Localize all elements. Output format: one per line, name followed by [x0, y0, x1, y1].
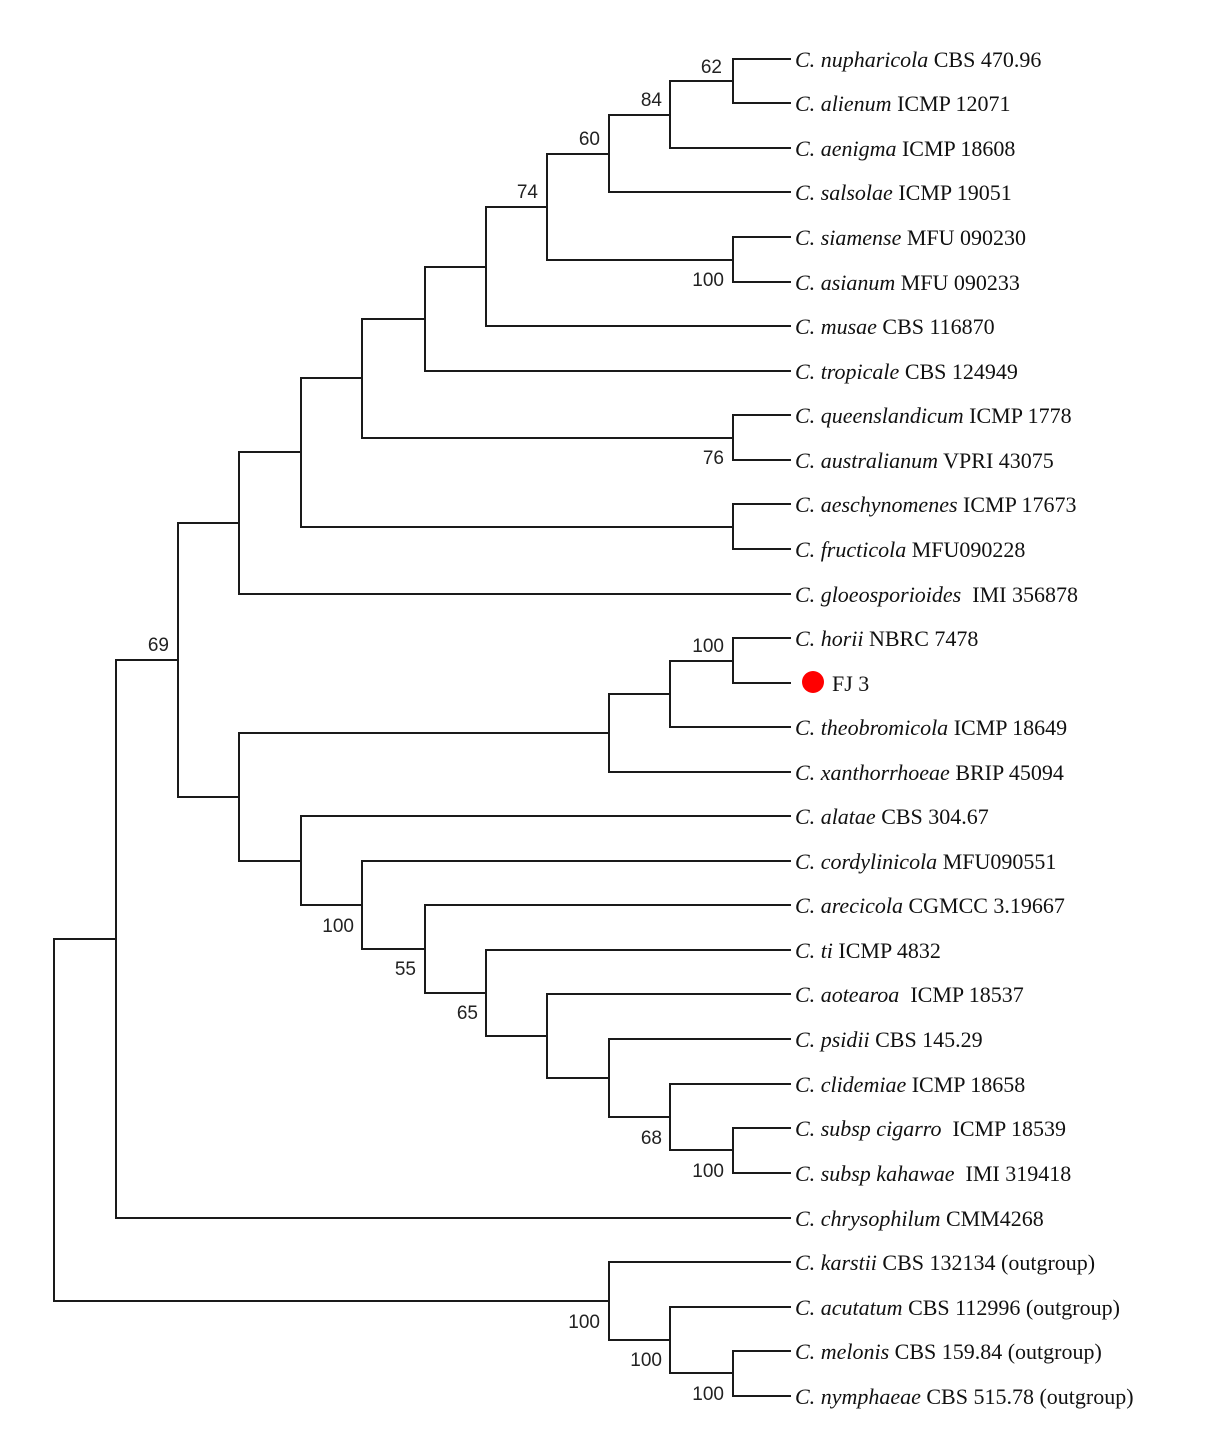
bootstrap-value: 100: [322, 916, 354, 937]
taxon-label: C. siamense MFU 090230: [795, 225, 1026, 250]
branch: [732, 236, 791, 283]
taxon-label: C. fructicola MFU090228: [795, 537, 1025, 562]
taxon-label: C. theobromicola ICMP 18649: [795, 715, 1067, 740]
branch: [608, 114, 791, 193]
bootstrap-value: 100: [692, 1161, 724, 1182]
taxon-label: C. australianum VPRI 43075: [795, 448, 1054, 473]
taxon-label-highlighted: FJ 3: [832, 671, 869, 696]
taxon-label: C. cordylinicola MFU090551: [795, 849, 1056, 874]
taxon-label: C. gloeosporioides IMI 356878: [795, 582, 1078, 607]
branch: [669, 80, 791, 149]
bootstrap-values: 62 84 60 74 100 76 69 100 100 55 65 68 1…: [148, 57, 724, 1405]
bootstrap-value: 100: [692, 1384, 724, 1405]
taxon-label: C. asianum MFU 090233: [795, 270, 1020, 295]
branch: [485, 206, 791, 327]
taxon-label: C. karstii CBS 132134 (outgroup): [795, 1250, 1095, 1275]
taxon-label: C. alienum ICMP 12071: [795, 91, 1011, 116]
branch: [546, 153, 734, 261]
bootstrap-value: 100: [692, 636, 724, 657]
taxon-label: C. nupharicola CBS 470.96: [795, 47, 1041, 72]
bootstrap-value: 84: [641, 90, 663, 111]
branch: [608, 1038, 791, 1118]
taxon-label: C. clidemiae ICMP 18658: [795, 1072, 1025, 1097]
taxon-label: C. horii NBRC 7478: [795, 626, 978, 651]
taxon-label: C. queenslandicum ICMP 1778: [795, 403, 1072, 428]
branch: [608, 693, 791, 773]
taxon-label: C. aotearoa ICMP 18537: [795, 982, 1024, 1007]
branch: [300, 377, 734, 528]
branch: [608, 1261, 791, 1341]
taxon-label: C. salsolae ICMP 19051: [795, 180, 1012, 205]
bootstrap-value: 55: [395, 959, 416, 980]
branch: [732, 637, 791, 684]
bootstrap-value: 100: [568, 1312, 600, 1333]
branch: [546, 993, 791, 1079]
taxon-label: C. psidii CBS 145.29: [795, 1027, 983, 1052]
taxon-label: C. musae CBS 116870: [795, 314, 995, 339]
taxon-label: C. melonis CBS 159.84 (outgroup): [795, 1339, 1102, 1364]
taxon-label: C. nymphaeae CBS 515.78 (outgroup): [795, 1384, 1134, 1409]
taxon-label: C. alatae CBS 304.67: [795, 804, 989, 829]
taxon-labels: C. nupharicola CBS 470.96 C. alienum ICM…: [795, 47, 1134, 1409]
branch: [732, 414, 791, 461]
bootstrap-value: 74: [517, 182, 539, 203]
taxon-label: C. tropicale CBS 124949: [795, 359, 1018, 384]
bootstrap-value: 100: [692, 270, 724, 291]
taxon-label: C. subsp kahawae IMI 319418: [795, 1161, 1071, 1186]
branch: [115, 659, 791, 1219]
taxon-label: C. subsp cigarro ICMP 18539: [795, 1116, 1066, 1141]
branch: [732, 503, 791, 550]
branch: [238, 451, 791, 595]
taxon-label: C. ti ICMP 4832: [795, 938, 941, 963]
highlight-marker: [802, 671, 824, 693]
taxon-label: C. arecicola CGMCC 3.19667: [795, 893, 1065, 918]
branch: [53, 938, 610, 1302]
taxon-label: C. aenigma ICMP 18608: [795, 136, 1015, 161]
bootstrap-value: 62: [701, 57, 722, 78]
bootstrap-value: 69: [148, 635, 169, 656]
taxon-label: C. xanthorrhoeae BRIP 45094: [795, 760, 1064, 785]
bootstrap-value: 100: [630, 1350, 662, 1371]
taxon-label: C. acutatum CBS 112996 (outgroup): [795, 1295, 1120, 1320]
branch: [669, 1306, 791, 1374]
bootstrap-value: 68: [641, 1128, 662, 1149]
taxon-label: C. chrysophilum CMM4268: [795, 1206, 1044, 1231]
bootstrap-value: 60: [579, 129, 600, 150]
bootstrap-value: 76: [703, 448, 724, 469]
branch: [238, 732, 610, 862]
branch: [669, 1083, 791, 1151]
branch: [732, 1127, 791, 1174]
branch: [361, 318, 734, 439]
tree-branches: [53, 58, 791, 1397]
branch: [732, 58, 791, 104]
taxon-label: C. aeschynomenes ICMP 17673: [795, 492, 1077, 517]
bootstrap-value: 65: [457, 1003, 478, 1024]
branch: [732, 1350, 791, 1397]
branch: [669, 660, 791, 728]
branch: [177, 522, 240, 798]
